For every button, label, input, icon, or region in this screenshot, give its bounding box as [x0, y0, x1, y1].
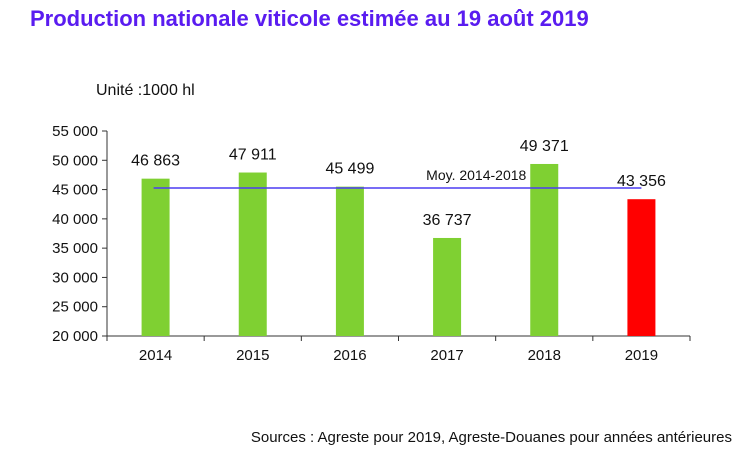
value-label: 47 911: [229, 147, 277, 164]
y-tick-label: 45 000: [52, 182, 98, 199]
bar: [335, 186, 364, 336]
average-line-group: Moy. 2014-2018: [153, 167, 642, 189]
y-tick-label: 25 000: [52, 299, 98, 316]
x-tick-label: 2015: [236, 347, 269, 364]
y-tick-label: 50 000: [52, 152, 98, 169]
x-tick-label: 2018: [528, 347, 561, 364]
y-tick-label: 55 000: [52, 123, 98, 140]
x-tick-label: 2017: [430, 347, 463, 364]
bar: [627, 199, 656, 336]
average-line-label: Moy. 2014-2018: [426, 167, 526, 183]
bars: [141, 163, 656, 336]
y-axis: 20 000 25 000 30 000 35 000 40 000 45 000 50 0…: [52, 123, 108, 345]
sources-note: Sources : Agreste pour 2019, Agreste-Dou…: [250, 429, 732, 446]
y-tick-label: 35 000: [52, 240, 98, 257]
x-tick-label: 2019: [625, 347, 658, 364]
chart-title: Production nationale viticole estimée au…: [30, 6, 589, 31]
x-axis: 2014 2015 2016 2017 2018 2019: [106, 335, 691, 364]
bar: [433, 237, 462, 336]
unit-label: Unité :1000 hl: [96, 82, 195, 99]
x-tick-label: 2014: [139, 347, 172, 364]
y-tick-label: 40 000: [52, 211, 98, 228]
value-labels: 46 863 47 911 45 499 36 737 49 371 43 356: [131, 138, 666, 229]
value-label: 45 499: [325, 161, 374, 178]
bar: [530, 163, 559, 336]
bar: [141, 178, 170, 336]
value-label: 43 356: [617, 173, 666, 190]
x-tick-label: 2016: [333, 347, 366, 364]
bar: [238, 172, 267, 336]
value-label: 46 863: [131, 153, 180, 170]
y-tick-label: 30 000: [52, 269, 98, 286]
value-label: 36 737: [423, 212, 472, 229]
y-tick-label: 20 000: [52, 328, 98, 345]
value-label: 49 371: [520, 138, 569, 155]
